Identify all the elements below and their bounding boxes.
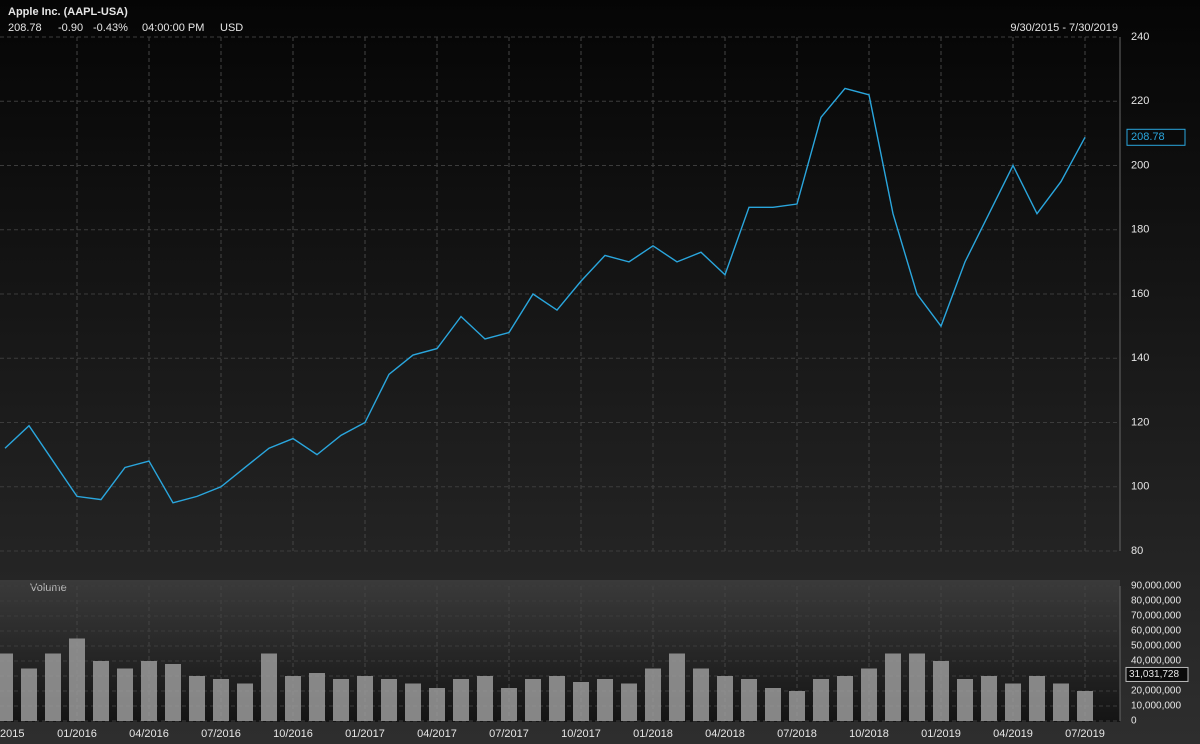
volume-bar — [0, 653, 13, 721]
x-tick-label: 04/2017 — [417, 728, 457, 740]
volume-bar — [285, 676, 301, 721]
quote-time: 04:00:00 PM — [142, 22, 204, 34]
y-tick-label: 10,000,000 — [1131, 701, 1181, 712]
price-line — [4, 87, 1086, 504]
date-range: 9/30/2015 - 7/30/2019 — [1010, 22, 1118, 34]
x-tick-label: 01/2016 — [57, 728, 97, 740]
x-tick-label: 07/2017 — [489, 728, 529, 740]
volume-bar — [741, 679, 757, 721]
volume-bar — [213, 679, 229, 721]
y-tick-label: 50,000,000 — [1131, 641, 1181, 652]
y-tick-label: 240 — [1131, 31, 1149, 43]
x-tick-label: 04/2018 — [705, 728, 745, 740]
volume-bar — [141, 661, 157, 721]
volume-readout: 31,031,728 — [1129, 669, 1179, 680]
y-tick-label: 220 — [1131, 95, 1149, 107]
volume-bar — [189, 676, 205, 721]
y-tick-label: 80,000,000 — [1131, 596, 1181, 607]
volume-bar — [861, 668, 877, 721]
x-tick-label: 10/2017 — [561, 728, 601, 740]
volume-bar — [117, 668, 133, 721]
volume-bar — [333, 679, 349, 721]
volume-bar — [477, 676, 493, 721]
volume-bar — [717, 676, 733, 721]
volume-bar — [597, 679, 613, 721]
chart-title: Apple Inc. (AAPL-USA) — [8, 6, 128, 18]
x-tick-label: 10/2018 — [849, 728, 889, 740]
y-tick-label: 80 — [1131, 545, 1143, 557]
volume-bar — [669, 653, 685, 721]
volume-bar — [261, 653, 277, 721]
volume-bar — [837, 676, 853, 721]
x-tick-label: 07/2016 — [201, 728, 241, 740]
volume-bar — [621, 683, 637, 721]
volume-bar — [525, 679, 541, 721]
y-tick-label: 200 — [1131, 159, 1149, 171]
volume-bar — [981, 676, 997, 721]
volume-bar — [21, 668, 37, 721]
price-readout: 208.78 — [1131, 131, 1165, 143]
y-tick-label: 120 — [1131, 416, 1149, 428]
y-tick-label: 60,000,000 — [1131, 626, 1181, 637]
y-tick-label: 20,000,000 — [1131, 686, 1181, 697]
volume-bar — [573, 682, 589, 721]
x-tick-label: 07/2019 — [1065, 728, 1105, 740]
volume-bar — [1077, 691, 1093, 721]
volume-bar — [93, 661, 109, 721]
legend-label: Volume — [30, 582, 67, 594]
volume-bar — [357, 676, 373, 721]
volume-bar — [645, 668, 661, 721]
x-tick-label: 10/2016 — [273, 728, 313, 740]
volume-bar — [237, 683, 253, 721]
y-tick-label: 160 — [1131, 288, 1149, 300]
volume-bar — [453, 679, 469, 721]
volume-bar — [789, 691, 805, 721]
volume-bar — [165, 664, 181, 721]
volume-bar — [885, 653, 901, 721]
volume-bar — [309, 673, 325, 721]
volume-bar — [381, 679, 397, 721]
volume-readout-box — [1125, 666, 1189, 682]
volume-bar — [549, 676, 565, 721]
volume-bar — [45, 653, 61, 721]
volume-bar — [957, 679, 973, 721]
quote-change: -0.90 — [58, 22, 83, 34]
volume-bar — [429, 688, 445, 721]
y-tick-label: 100 — [1131, 481, 1149, 493]
y-tick-label: 90,000,000 — [1131, 581, 1181, 592]
x-tick-label: 2015 — [0, 728, 24, 740]
volume-bar — [1029, 676, 1045, 721]
volume-bar — [405, 683, 421, 721]
x-tick-label: 01/2018 — [633, 728, 673, 740]
x-tick-label: 04/2019 — [993, 728, 1033, 740]
volume-bar — [813, 679, 829, 721]
quote-price: 208.78 — [8, 22, 42, 34]
volume-bar — [69, 638, 85, 721]
volume-bar — [909, 653, 925, 721]
y-tick-label: 0 — [1131, 716, 1137, 727]
y-tick-label: 180 — [1131, 224, 1149, 236]
y-tick-label: 40,000,000 — [1131, 656, 1181, 667]
volume-bar — [1005, 683, 1021, 721]
volume-bar — [933, 661, 949, 721]
x-tick-label: 01/2019 — [921, 728, 961, 740]
quote-change-pct: -0.43% — [93, 22, 128, 34]
volume-bar — [501, 688, 517, 721]
quote-currency: USD — [220, 22, 243, 34]
x-tick-label: 01/2017 — [345, 728, 385, 740]
x-tick-label: 07/2018 — [777, 728, 817, 740]
volume-bar — [765, 688, 781, 721]
volume-bar — [1053, 683, 1069, 721]
price-readout-box — [1126, 128, 1186, 146]
x-tick-label: 04/2016 — [129, 728, 169, 740]
volume-bar — [693, 668, 709, 721]
y-tick-label: 140 — [1131, 352, 1149, 364]
y-tick-label: 70,000,000 — [1131, 611, 1181, 622]
